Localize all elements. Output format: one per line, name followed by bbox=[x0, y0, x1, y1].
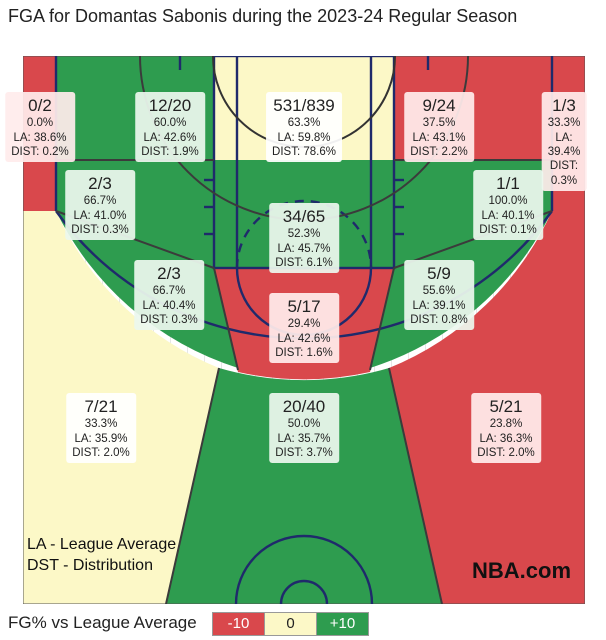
color-key-average: 0 bbox=[264, 612, 317, 636]
zone-pct: 60.0% bbox=[153, 117, 187, 130]
zone-pct: 37.5% bbox=[422, 117, 456, 130]
zone-pct: 100.0% bbox=[488, 195, 528, 208]
zone-label-right-baseline-mid: 1/1 100.0% LA: 40.1% DIST: 0.1% bbox=[473, 170, 543, 241]
zone-distribution: DIST: 1.9% bbox=[141, 146, 199, 158]
zone-distribution: DIST: 1.6% bbox=[275, 347, 333, 359]
zone-fg: 1/3 bbox=[552, 96, 576, 115]
zone-distribution: DIST: 3.7% bbox=[275, 447, 333, 459]
zone-label-left-corner-3: 0/2 0.0% LA: 38.6% DIST: 0.2% bbox=[5, 92, 75, 163]
zone-distribution: DIST: 0.3% bbox=[549, 160, 579, 187]
zone-league-avg: LA: 35.7% bbox=[277, 432, 331, 445]
zone-league-avg: LA: 40.1% bbox=[481, 209, 535, 222]
zone-distribution: DIST: 0.3% bbox=[71, 224, 129, 236]
zone-top-of-key-3 bbox=[166, 368, 442, 604]
zone-distribution: DIST: 2.0% bbox=[477, 447, 535, 459]
zone-league-avg: LA: 36.3% bbox=[479, 432, 533, 445]
zone-pct: 66.7% bbox=[152, 285, 186, 298]
zone-fg: 5/17 bbox=[287, 297, 321, 316]
zone-pct: 33.3% bbox=[547, 117, 581, 130]
chart-title: FGA for Domantas Sabonis during the 2023… bbox=[8, 6, 518, 26]
zone-label-right-elbow-mid: 5/9 55.6% LA: 39.1% DIST: 0.8% bbox=[404, 260, 474, 331]
color-key-title: FG% vs League Average bbox=[8, 613, 197, 632]
zone-fg: 5/21 bbox=[489, 397, 523, 416]
zone-fg: 2/3 bbox=[88, 174, 112, 193]
zone-fg: 34/65 bbox=[282, 207, 326, 226]
zone-label-restricted-area: 531/839 63.3% LA: 59.8% DIST: 78.6% bbox=[266, 92, 342, 163]
zone-pct: 63.3% bbox=[287, 117, 321, 130]
zone-fg: 5/9 bbox=[427, 264, 451, 283]
zone-distribution: DIST: 2.2% bbox=[410, 146, 468, 158]
zone-distribution: DIST: 0.8% bbox=[410, 314, 468, 326]
legend-note-dist: DST - Distribution bbox=[27, 557, 153, 574]
zone-league-avg: LA: 42.6% bbox=[277, 332, 331, 345]
color-key-below: -10 bbox=[212, 612, 265, 636]
zone-league-avg: LA: 43.1% bbox=[412, 131, 466, 144]
zone-label-left-elbow-mid: 2/3 66.7% LA: 40.4% DIST: 0.3% bbox=[134, 260, 204, 331]
zone-league-avg: LA: 45.7% bbox=[277, 242, 331, 255]
zone-label-right-wing-mid-upper: 9/24 37.5% LA: 43.1% DIST: 2.2% bbox=[404, 92, 474, 163]
zone-fg: 12/20 bbox=[148, 96, 192, 115]
zone-label-left-baseline-mid: 2/3 66.7% LA: 41.0% DIST: 0.3% bbox=[65, 170, 135, 241]
zone-label-right-wing-3: 5/21 23.8% LA: 36.3% DIST: 2.0% bbox=[471, 393, 541, 464]
zone-distribution: DIST: 0.1% bbox=[479, 224, 537, 236]
zone-pct: 66.7% bbox=[83, 195, 117, 208]
zone-league-avg: LA: 38.6% bbox=[13, 131, 67, 144]
zone-distribution: DIST: 2.0% bbox=[72, 447, 130, 459]
zone-fg: 0/2 bbox=[28, 96, 52, 115]
zone-fg: 9/24 bbox=[422, 96, 456, 115]
zone-pct: 33.3% bbox=[84, 418, 118, 431]
zone-fg: 20/40 bbox=[282, 397, 326, 416]
zone-league-avg: LA: 59.8% bbox=[277, 131, 331, 144]
zone-pct: 50.0% bbox=[287, 418, 321, 431]
legend-note: LA - League Average DST - Distribution bbox=[27, 534, 176, 576]
zone-pct: 0.0% bbox=[26, 117, 54, 130]
zone-league-avg: LA: 42.6% bbox=[143, 131, 197, 144]
zone-league-avg: LA: 39.4% bbox=[547, 131, 581, 158]
zone-league-avg: LA: 40.4% bbox=[142, 299, 196, 312]
zone-pct: 52.3% bbox=[287, 228, 321, 241]
legend-note-la: LA - League Average bbox=[27, 536, 177, 553]
zone-label-top-of-key-3: 20/40 50.0% LA: 35.7% DIST: 3.7% bbox=[269, 393, 339, 464]
zone-fg: 531/839 bbox=[273, 96, 335, 115]
zone-distribution: DIST: 0.2% bbox=[11, 146, 69, 158]
zone-fg: 1/1 bbox=[496, 174, 520, 193]
nba-logo: NBA.com bbox=[472, 558, 572, 583]
zone-label-right-corner-3: 1/3 33.3% LA: 39.4% DIST: 0.3% bbox=[541, 92, 587, 192]
zone-distribution: DIST: 0.3% bbox=[140, 314, 198, 326]
zone-label-top-key-mid: 5/17 29.4% LA: 42.6% DIST: 1.6% bbox=[269, 293, 339, 364]
color-key-above: +10 bbox=[316, 612, 369, 636]
zone-fg: 2/3 bbox=[157, 264, 181, 283]
zone-label-paint-non-ra: 34/65 52.3% LA: 45.7% DIST: 6.1% bbox=[269, 203, 339, 274]
zone-label-left-wing-mid-upper: 12/20 60.0% LA: 42.6% DIST: 1.9% bbox=[135, 92, 205, 163]
zone-fg: 7/21 bbox=[84, 397, 118, 416]
zone-pct: 29.4% bbox=[287, 318, 321, 331]
zone-label-left-wing-3: 7/21 33.3% LA: 35.9% DIST: 2.0% bbox=[66, 393, 136, 464]
zone-league-avg: LA: 39.1% bbox=[412, 299, 466, 312]
zone-distribution: DIST: 78.6% bbox=[272, 146, 336, 158]
zone-league-avg: LA: 41.0% bbox=[73, 209, 127, 222]
zone-distribution: DIST: 6.1% bbox=[275, 257, 333, 269]
zone-league-avg: LA: 35.9% bbox=[74, 432, 128, 445]
zone-pct: 23.8% bbox=[489, 418, 523, 431]
zone-pct: 55.6% bbox=[422, 285, 456, 298]
